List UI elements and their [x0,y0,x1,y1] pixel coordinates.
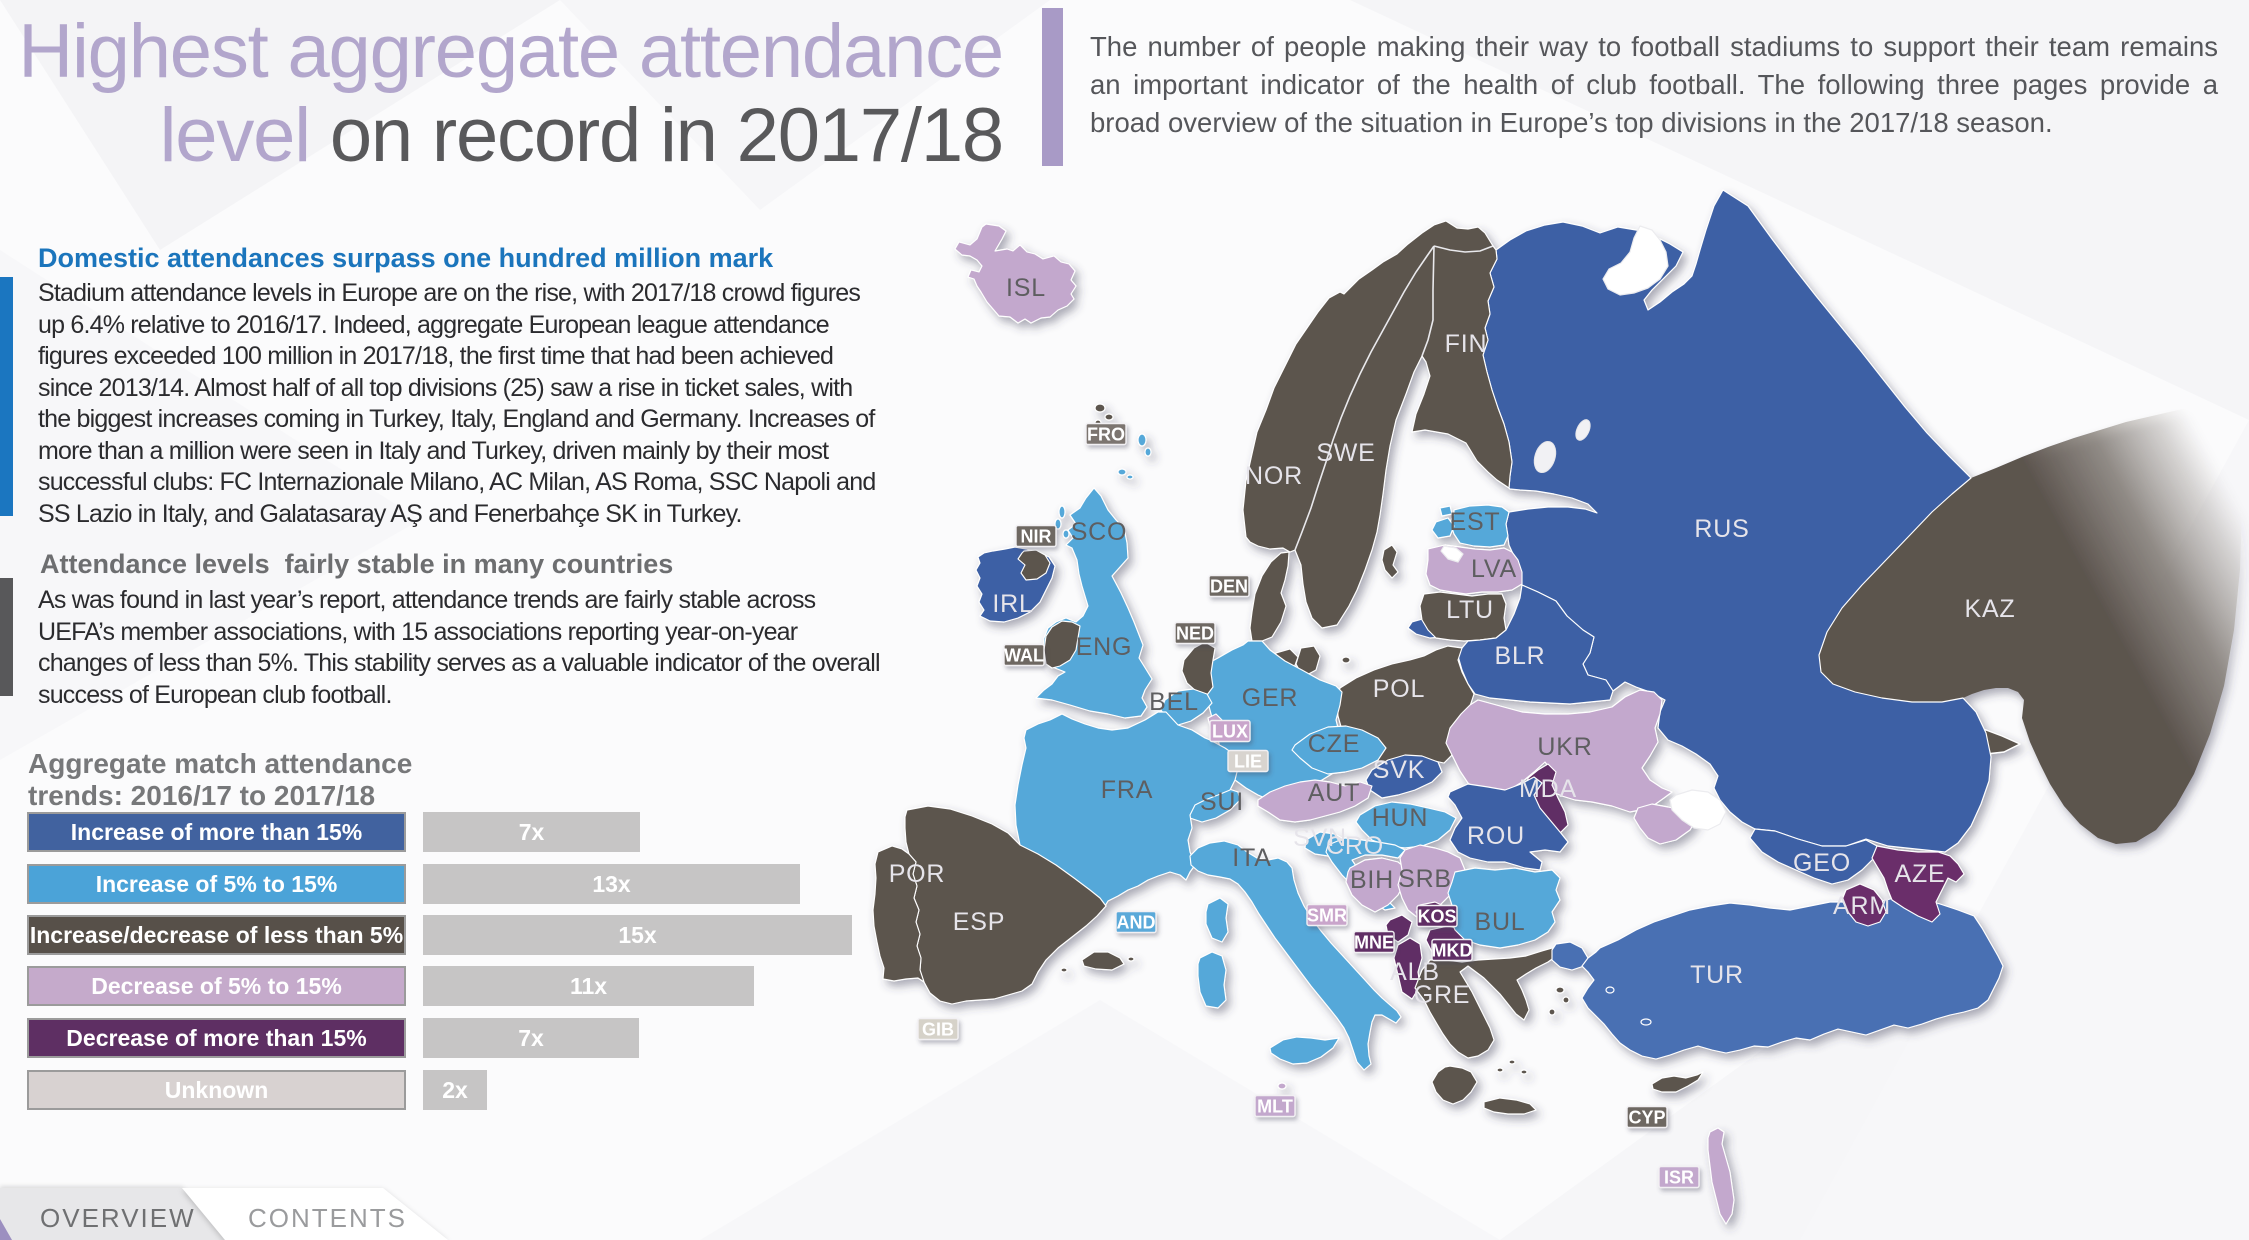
svg-text:CRO: CRO [1326,832,1384,860]
svg-text:AUT: AUT [1308,779,1360,807]
svg-text:CONTENTS: CONTENTS [248,1203,407,1233]
svg-text:CZE: CZE [1308,730,1360,758]
svg-text:LTU: LTU [1446,596,1494,624]
svg-text:NIR: NIR [1021,527,1052,547]
svg-text:LVA: LVA [1471,555,1517,583]
svg-text:SMR: SMR [1307,906,1347,926]
svg-text:UKR: UKR [1537,733,1592,761]
svg-text:MNE: MNE [1354,933,1394,953]
svg-text:EST: EST [1449,508,1500,536]
svg-text:POL: POL [1373,675,1425,703]
svg-text:LUX: LUX [1212,722,1248,742]
svg-text:SRB: SRB [1398,865,1452,893]
svg-text:GRE: GRE [1414,981,1471,1009]
svg-text:KAZ: KAZ [1964,595,2015,623]
svg-text:LIE: LIE [1234,752,1262,772]
svg-text:AZE: AZE [1894,860,1945,888]
svg-text:ROU: ROU [1467,822,1525,850]
svg-text:BIH: BIH [1350,866,1394,894]
svg-text:CYP: CYP [1628,1108,1665,1128]
svg-text:NOR: NOR [1245,462,1303,490]
svg-text:OVERVIEW: OVERVIEW [40,1203,196,1233]
svg-text:ESP: ESP [953,908,1005,936]
svg-text:WAL: WAL [1004,646,1044,666]
svg-text:SUI: SUI [1200,788,1244,816]
svg-text:NED: NED [1176,624,1214,644]
svg-text:FIN: FIN [1445,330,1488,358]
svg-text:GIB: GIB [922,1020,954,1040]
svg-text:MKD: MKD [1432,941,1473,961]
svg-text:POR: POR [889,860,946,888]
svg-text:GEO: GEO [1793,849,1851,877]
svg-text:RUS: RUS [1694,515,1749,543]
svg-text:FRO: FRO [1087,425,1125,445]
svg-text:HUN: HUN [1372,804,1429,832]
svg-text:IRL: IRL [992,590,1033,618]
svg-text:ENG: ENG [1076,633,1133,661]
svg-text:MDA: MDA [1519,775,1577,803]
svg-text:BUL: BUL [1474,908,1525,936]
svg-text:BEL: BEL [1149,688,1199,716]
svg-text:ALB: ALB [1390,958,1440,986]
svg-text:ARM: ARM [1833,892,1891,920]
svg-text:DEN: DEN [1210,577,1248,597]
svg-text:ISL: ISL [1006,274,1046,302]
svg-text:FRA: FRA [1101,776,1153,804]
svg-text:BLR: BLR [1494,642,1545,670]
svg-text:SVN: SVN [1293,824,1347,852]
svg-text:ISR: ISR [1664,1168,1694,1188]
svg-text:KOS: KOS [1417,907,1456,927]
svg-text:MLT: MLT [1257,1097,1293,1117]
svg-text:ITA: ITA [1232,844,1271,872]
svg-text:AND: AND [1117,913,1156,933]
svg-text:SVK: SVK [1373,756,1425,784]
svg-text:TUR: TUR [1690,961,1744,989]
svg-text:GER: GER [1242,684,1299,712]
svg-text:SWE: SWE [1316,439,1375,467]
svg-text:SCO: SCO [1071,518,1128,546]
